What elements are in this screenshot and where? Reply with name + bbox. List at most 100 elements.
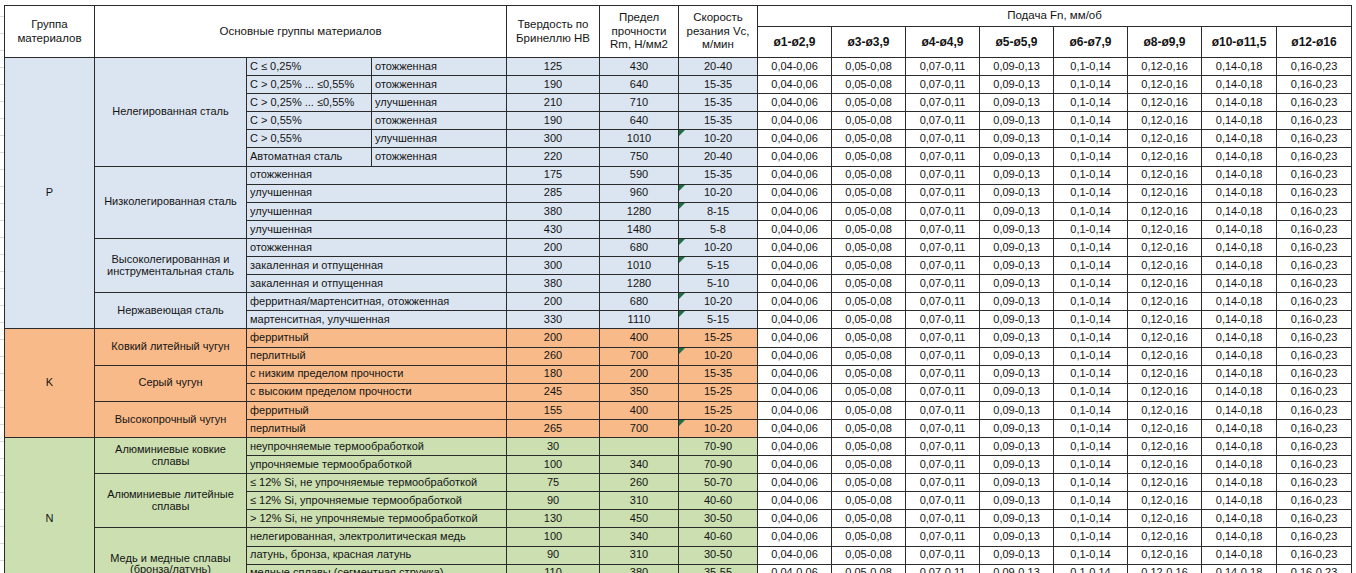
feed-cell[interactable]: 0,12-0,16 <box>1128 365 1202 383</box>
spec-cell[interactable]: C > 0,25% ... ≤0,55% <box>247 76 372 94</box>
strength-cell[interactable]: 310 <box>600 492 679 510</box>
feed-cell[interactable]: 0,05-0,08 <box>832 238 906 256</box>
feed-cell[interactable]: 0,09-0,13 <box>980 202 1054 220</box>
material-desc-cell[interactable]: перлитный <box>247 347 507 365</box>
material-desc-cell[interactable]: с низким пределом прочности <box>247 365 507 383</box>
feed-cell[interactable]: 0,09-0,13 <box>980 257 1054 275</box>
speed-cell[interactable]: 40-60 <box>679 492 758 510</box>
condition-cell[interactable]: отожженная <box>372 58 507 76</box>
feed-cell[interactable]: 0,09-0,13 <box>980 112 1054 130</box>
feed-cell[interactable]: 0,12-0,16 <box>1128 492 1202 510</box>
feed-cell[interactable]: 0,16-0,23 <box>1277 220 1352 238</box>
feed-cell[interactable]: 0,12-0,16 <box>1128 130 1202 148</box>
hardness-cell[interactable]: 130 <box>507 510 600 528</box>
hardness-cell[interactable]: 260 <box>507 347 600 365</box>
feed-cell[interactable]: 0,07-0,11 <box>906 437 980 455</box>
feed-cell[interactable]: 0,14-0,18 <box>1202 238 1277 256</box>
feed-cell[interactable]: 0,14-0,18 <box>1202 112 1277 130</box>
speed-cell[interactable]: 10-20 <box>679 238 758 256</box>
feed-cell[interactable]: 0,12-0,16 <box>1128 220 1202 238</box>
speed-cell[interactable]: 5-15 <box>679 257 758 275</box>
feed-cell[interactable]: 0,07-0,11 <box>906 329 980 347</box>
feed-cell[interactable]: 0,16-0,23 <box>1277 58 1352 76</box>
feed-cell[interactable]: 0,09-0,13 <box>980 546 1054 564</box>
feed-cell[interactable]: 0,14-0,18 <box>1202 564 1277 573</box>
feed-cell[interactable]: 0,1-0,14 <box>1054 293 1128 311</box>
strength-cell[interactable]: 1010 <box>600 130 679 148</box>
strength-cell[interactable]: 260 <box>600 474 679 492</box>
hardness-cell[interactable]: 90 <box>507 492 600 510</box>
feed-cell[interactable]: 0,1-0,14 <box>1054 510 1128 528</box>
family-cell[interactable]: Серый чугун <box>95 365 247 401</box>
strength-cell[interactable]: 310 <box>600 546 679 564</box>
feed-cell[interactable]: 0,04-0,06 <box>758 510 832 528</box>
strength-cell[interactable]: 380 <box>600 564 679 573</box>
speed-cell[interactable]: 70-90 <box>679 437 758 455</box>
feed-cell[interactable]: 0,09-0,13 <box>980 474 1054 492</box>
feed-cell[interactable]: 0,16-0,23 <box>1277 275 1352 293</box>
condition-cell[interactable]: улучшенная <box>372 94 507 112</box>
strength-cell[interactable]: 1110 <box>600 311 679 329</box>
feed-cell[interactable]: 0,04-0,06 <box>758 184 832 202</box>
hardness-cell[interactable]: 190 <box>507 112 600 130</box>
feed-cell[interactable]: 0,1-0,14 <box>1054 58 1128 76</box>
speed-cell[interactable]: 70-90 <box>679 456 758 474</box>
feed-cell[interactable]: 0,07-0,11 <box>906 166 980 184</box>
strength-cell[interactable]: 1480 <box>600 220 679 238</box>
speed-cell[interactable]: 20-40 <box>679 148 758 166</box>
family-cell[interactable]: Медь и медные сплавы (бронза/латунь) <box>95 528 247 573</box>
hardness-cell[interactable]: 155 <box>507 401 600 419</box>
feed-cell[interactable]: 0,04-0,06 <box>758 347 832 365</box>
feed-cell[interactable]: 0,09-0,13 <box>980 148 1054 166</box>
feed-cell[interactable]: 0,12-0,16 <box>1128 383 1202 401</box>
hardness-cell[interactable]: 285 <box>507 184 600 202</box>
spec-cell[interactable]: C ≤ 0,25% <box>247 58 372 76</box>
feed-cell[interactable]: 0,12-0,16 <box>1128 166 1202 184</box>
feed-cell[interactable]: 0,09-0,13 <box>980 528 1054 546</box>
feed-cell[interactable]: 0,12-0,16 <box>1128 437 1202 455</box>
material-desc-cell[interactable]: > 12% Si, не упрочняемые термообработкой <box>247 510 507 528</box>
hardness-cell[interactable]: 100 <box>507 528 600 546</box>
feed-cell[interactable]: 0,07-0,11 <box>906 419 980 437</box>
feed-cell[interactable]: 0,16-0,23 <box>1277 329 1352 347</box>
feed-cell[interactable]: 0,04-0,06 <box>758 130 832 148</box>
header-hardness[interactable]: Твердость по Бринеллю HB <box>507 6 600 58</box>
feed-cell[interactable]: 0,05-0,08 <box>832 401 906 419</box>
feed-cell[interactable]: 0,05-0,08 <box>832 76 906 94</box>
feed-cell[interactable]: 0,05-0,08 <box>832 148 906 166</box>
family-cell[interactable]: Алюминиевые литейные сплавы <box>95 474 247 528</box>
family-cell[interactable]: Высоколегированная и инструментальная ст… <box>95 238 247 292</box>
feed-cell[interactable]: 0,12-0,16 <box>1128 474 1202 492</box>
feed-cell[interactable]: 0,12-0,16 <box>1128 148 1202 166</box>
feed-cell[interactable]: 0,16-0,23 <box>1277 112 1352 130</box>
feed-cell[interactable]: 0,14-0,18 <box>1202 257 1277 275</box>
speed-cell[interactable]: 10-20 <box>679 184 758 202</box>
feed-cell[interactable]: 0,07-0,11 <box>906 474 980 492</box>
feed-cell[interactable]: 0,05-0,08 <box>832 528 906 546</box>
feed-cell[interactable]: 0,04-0,06 <box>758 474 832 492</box>
feed-cell[interactable]: 0,1-0,14 <box>1054 238 1128 256</box>
group-code-cell[interactable]: N <box>5 437 95 573</box>
feed-cell[interactable]: 0,04-0,06 <box>758 112 832 130</box>
feed-cell[interactable]: 0,14-0,18 <box>1202 293 1277 311</box>
feed-cell[interactable]: 0,1-0,14 <box>1054 184 1128 202</box>
feed-cell[interactable]: 0,05-0,08 <box>832 130 906 148</box>
feed-cell[interactable]: 0,09-0,13 <box>980 383 1054 401</box>
feed-cell[interactable]: 0,05-0,08 <box>832 166 906 184</box>
feed-cell[interactable]: 0,05-0,08 <box>832 112 906 130</box>
feed-cell[interactable]: 0,04-0,06 <box>758 329 832 347</box>
strength-cell[interactable]: 430 <box>600 58 679 76</box>
family-cell[interactable]: Высокопрочный чугун <box>95 401 247 437</box>
speed-cell[interactable]: 5-10 <box>679 275 758 293</box>
feed-cell[interactable]: 0,16-0,23 <box>1277 528 1352 546</box>
feed-cell[interactable]: 0,09-0,13 <box>980 76 1054 94</box>
hardness-cell[interactable]: 200 <box>507 238 600 256</box>
feed-cell[interactable]: 0,04-0,06 <box>758 365 832 383</box>
feed-cell[interactable]: 0,12-0,16 <box>1128 257 1202 275</box>
feed-cell[interactable]: 0,14-0,18 <box>1202 202 1277 220</box>
feed-cell[interactable]: 0,07-0,11 <box>906 184 980 202</box>
feed-cell[interactable]: 0,16-0,23 <box>1277 257 1352 275</box>
feed-cell[interactable]: 0,09-0,13 <box>980 329 1054 347</box>
feed-cell[interactable]: 0,12-0,16 <box>1128 528 1202 546</box>
feed-cell[interactable]: 0,12-0,16 <box>1128 58 1202 76</box>
